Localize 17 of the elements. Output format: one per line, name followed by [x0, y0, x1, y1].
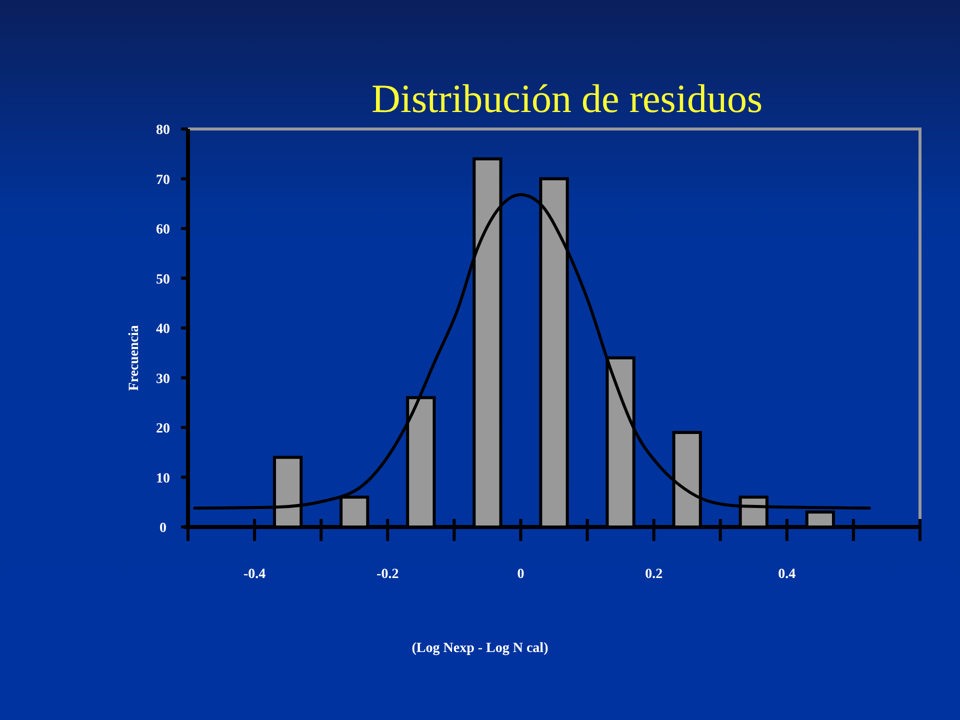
- y-tick-label: 80: [156, 123, 170, 138]
- y-axis-title: Frecuencia: [127, 325, 142, 391]
- y-tick-label: 60: [156, 222, 170, 238]
- x-axis-title: (Log Nexp - Log N cal): [412, 641, 549, 656]
- x-tick-label: -0.2: [376, 567, 399, 582]
- y-tick-label: 20: [156, 422, 170, 436]
- y-tick-label: 40: [156, 322, 170, 337]
- y-tick-label: 0: [160, 521, 166, 536]
- y-tick-label: 30: [156, 372, 170, 387]
- chart-title: Distribución de residuos: [371, 76, 763, 121]
- x-tick-label: 0.2: [645, 567, 663, 582]
- y-tick-label: 10: [156, 471, 170, 486]
- y-tick-label: 70: [156, 172, 170, 188]
- x-tick-label: 0: [517, 567, 524, 582]
- x-tick-label: 0.4: [778, 567, 796, 582]
- x-tick-label: -0.4: [243, 567, 266, 582]
- y-tick-label: 50: [156, 272, 170, 288]
